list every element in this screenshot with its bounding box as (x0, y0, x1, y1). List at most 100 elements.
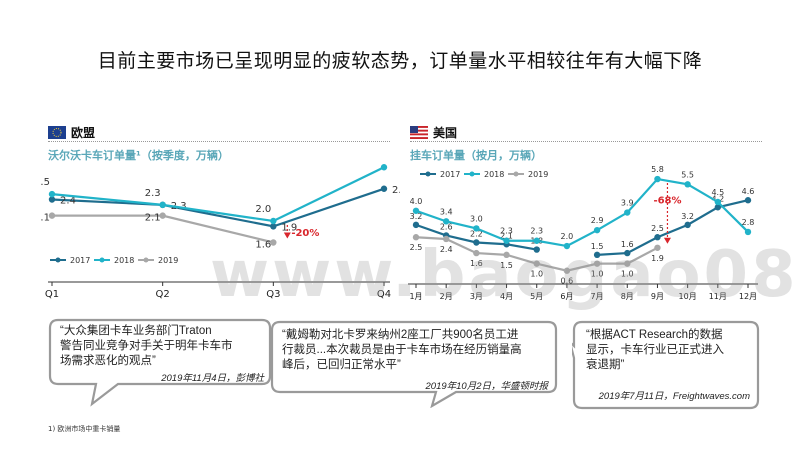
data-point-2018 (270, 217, 277, 225)
data-label: 3.0 (366, 160, 382, 161)
data-label: 1.9 (281, 222, 297, 233)
data-point-2019 (593, 260, 601, 267)
data-point-2017 (593, 251, 601, 259)
data-point-2017 (684, 221, 691, 229)
legend-marker-2017 (55, 257, 61, 263)
data-label: 2.6 (440, 222, 453, 231)
data-point-2019 (624, 260, 631, 267)
data-label: 2.2 (470, 230, 483, 239)
data-point-2018 (563, 242, 571, 250)
data-point-2017 (624, 249, 631, 257)
speech-bubble-icon (572, 320, 760, 410)
x-tick-label: 7月 (591, 292, 604, 301)
data-point-2019 (533, 260, 540, 267)
quote-line: 场需求恶化的观点” (60, 355, 156, 367)
data-label: 2.3 (530, 227, 543, 236)
data-point-2018 (48, 190, 56, 198)
data-point-2019 (48, 212, 56, 219)
legend-marker-2019 (513, 171, 519, 177)
us-trailer-orders-chart: 1月 2月 3月 4月 5月 6月 7月 8月 9月 10月 11月 12月 3.2 2.6 2.2 2.1 1… (408, 165, 758, 301)
data-point-2018 (473, 225, 480, 232)
x-tick-label: 5月 (530, 292, 543, 301)
legend-label-2019: 2019 (158, 256, 178, 265)
quote-traton: “大众集团卡车业务部门Traton 警告同业竞争对手关于明年卡车市 场需求恶化的… (48, 318, 274, 408)
x-tick-label: 12月 (739, 292, 757, 301)
right-panel-divider (410, 141, 762, 142)
quote-line: 峰后，已回归正常水平” (282, 359, 401, 371)
x-tick-label: Q4 (377, 289, 391, 300)
data-point-2018 (442, 218, 450, 225)
quote-source: 2019年10月2日，华盛顿时报 (425, 381, 549, 392)
data-point-2019 (503, 251, 510, 259)
data-point-2018 (744, 228, 752, 236)
data-point-2018 (412, 207, 420, 214)
data-label: 1.6 (255, 240, 271, 251)
data-label: 4.5 (711, 188, 724, 197)
data-point-2017 (380, 185, 388, 192)
data-point-2018 (624, 209, 631, 216)
data-label: 2.0 (561, 232, 574, 241)
data-label: 2.9 (591, 216, 604, 225)
speech-bubble-icon (270, 320, 558, 408)
right-panel-header: 美国 (410, 124, 457, 140)
legend-marker-2018 (99, 257, 105, 263)
x-tick-label: 9月 (651, 292, 664, 301)
data-point-2017 (744, 197, 752, 204)
quote-source: 2019年7月11日，Freightwaves.com (598, 391, 750, 402)
data-label: 4.6 (742, 187, 755, 196)
data-label: 0.6 (561, 277, 574, 286)
data-label: 2.5 (651, 224, 664, 233)
data-point-2017 (533, 246, 540, 253)
x-tick-label: 6月 (560, 292, 573, 301)
legend-marker-2018 (469, 171, 475, 177)
data-label: 2.5 (40, 177, 50, 188)
data-point-2018 (684, 181, 691, 188)
left-panel-divider (48, 141, 390, 142)
data-label: 3.2 (410, 212, 423, 221)
data-point-2019 (270, 239, 277, 246)
data-point-2019 (563, 267, 571, 274)
data-label: 2.1 (500, 231, 513, 240)
data-label: 1.9 (651, 254, 664, 263)
data-label: 3.0 (470, 214, 483, 223)
x-tick-label: 3月 (470, 292, 483, 301)
drop-percent-label: -68% (653, 195, 681, 206)
legend-label-2017: 2017 (70, 256, 90, 265)
us-flag-icon (410, 125, 428, 139)
data-label: 2.5 (410, 243, 423, 252)
x-tick-label: 10月 (679, 292, 697, 301)
right-region-label: 美国 (433, 125, 458, 140)
data-point-2019 (159, 212, 166, 219)
x-tick-label: 1月 (409, 292, 422, 301)
x-tick-label: 11月 (709, 292, 727, 301)
page-title: 目前主要市场已呈现明显的疲软态势，订单量水平相较往年有大幅下降 (97, 50, 703, 72)
legend-label-2018: 2018 (114, 256, 134, 265)
data-point-2019 (473, 249, 480, 257)
series-line-2018 (415, 177, 749, 248)
quote-daimler: “戴姆勒对北卡罗来纳州2座工厂共900名员工进 行裁员...本次裁员是由于卡车市… (270, 318, 560, 408)
eu-flag-icon (48, 125, 66, 139)
data-point-2017 (270, 223, 277, 230)
data-label: 4.0 (410, 197, 423, 206)
data-label: 1.6 (621, 240, 634, 249)
data-label: 3.2 (681, 212, 694, 221)
quote-line: 行裁员...本次裁员是由于卡车市场在经历销量高 (282, 344, 522, 356)
legend-marker-2017 (425, 171, 431, 177)
data-label: 2.0 (255, 204, 271, 215)
series-line-2017 (51, 187, 385, 228)
drop-arrow-head (283, 232, 291, 239)
data-point-2018 (593, 226, 601, 234)
quote-line: 衰退期” (586, 359, 625, 371)
x-tick-label: Q1 (45, 289, 59, 300)
data-label: 1.0 (530, 270, 543, 279)
x-tick-label: Q3 (266, 289, 280, 300)
data-label: 2.1 (145, 213, 161, 224)
data-label: 5.5 (681, 170, 694, 179)
legend-label-2017: 2017 (440, 170, 460, 179)
data-point-2017 (412, 221, 420, 229)
data-label: 2.6 (392, 185, 400, 196)
data-label: 2.4 (440, 245, 453, 254)
eu-volvo-orders-chart: Q1Q2Q3Q42.42.31.92.62.52.32.03.02.12.11.… (40, 160, 400, 300)
data-label: 1.0 (621, 270, 634, 279)
data-point-2017 (714, 204, 722, 211)
